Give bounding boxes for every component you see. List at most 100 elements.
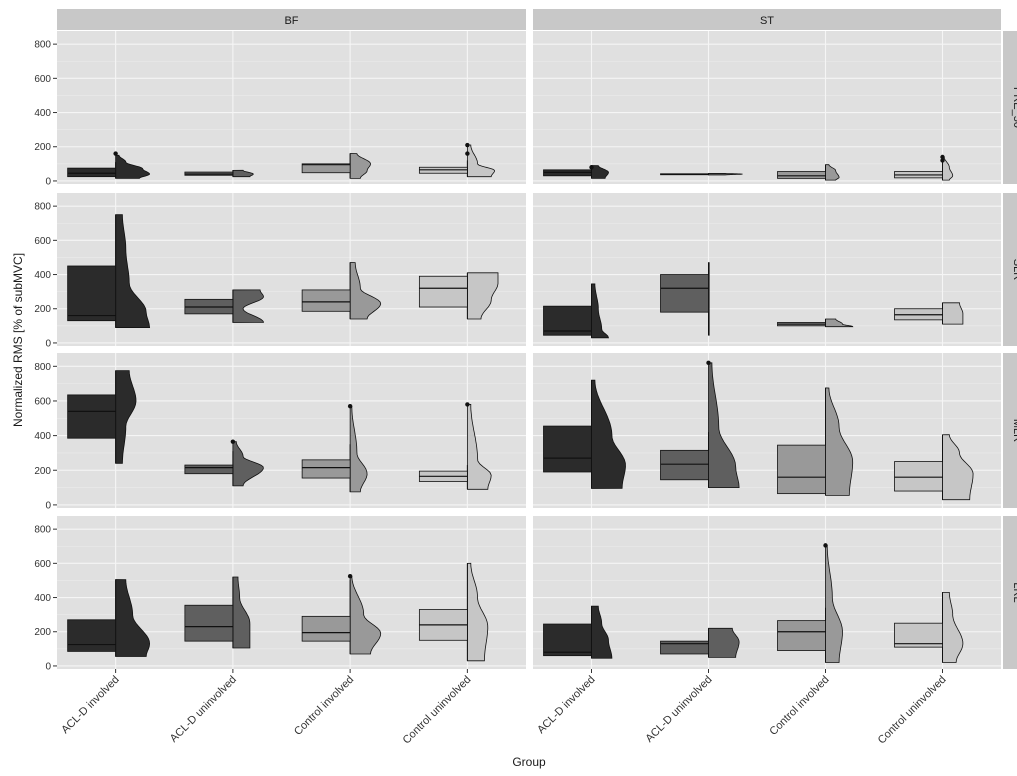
panel-background [57,31,526,184]
y-tick-label: 200 [34,627,51,638]
violin-half [825,164,840,181]
y-tick-label: 600 [34,396,51,407]
group-acl-d-involved [67,214,151,329]
group-acl-d-uninvolved [660,262,710,336]
facet-label-slr: SLR [1011,259,1017,280]
y-tick-label: 800 [34,362,51,373]
facet-label-mlr: MLR [1011,419,1017,442]
group-acl-d-uninvolved [184,289,265,323]
group-acl-d-uninvolved [184,169,254,178]
group-acl-d-involved [67,370,137,464]
group-control-uninvolved [418,562,489,662]
outlier-point [706,360,711,366]
y-tick-label: 600 [34,236,51,247]
group-acl-d-involved [543,605,613,659]
box [894,622,943,648]
group-acl-d-involved [543,165,609,179]
y-tick-label: 600 [34,74,51,85]
y-tick-label: 400 [34,270,51,281]
violin-half [115,579,151,657]
box [777,171,826,179]
y-tick-label: 800 [34,40,51,51]
facet-strip-lrl [1003,516,1017,669]
box [301,615,351,642]
group-control-involved [777,543,843,663]
outlier-point [465,402,470,407]
box [67,265,117,322]
outlier-point [113,151,118,156]
facet-label-lrl: LRL [1011,582,1017,602]
y-tick-label: 0 [45,338,51,349]
outlier-point [589,165,594,170]
facet-strip-mlr [1003,353,1017,508]
violin-half [466,403,492,490]
y-tick-label: 400 [34,431,51,442]
facet-strip-pre-50 [1003,31,1017,184]
violin-half [591,283,610,339]
x-tick-label-acl-d-involved: ACL-D involved [59,674,122,737]
panel-bf-lrl [57,516,526,669]
violin-half [591,165,609,179]
group-control-uninvolved [418,142,495,178]
y-tick-label: 0 [45,176,51,187]
y-tick-label: 0 [45,661,51,672]
box [67,167,117,178]
outlier-point [347,573,353,579]
group-control-involved [777,164,840,181]
facet-label-pre-50: PRE_50 [1011,87,1017,128]
y-tick-label: 600 [34,559,51,570]
violin-half [232,289,265,323]
violin-half [349,405,368,493]
group-control-involved [777,318,854,328]
violin-half [942,591,964,663]
x-axis-title: Group [512,755,546,769]
outlier-point [465,151,470,156]
panel-bf-slr [57,193,526,346]
box [660,449,709,481]
violin-half [232,169,254,178]
box [67,619,117,652]
group-control-involved [301,262,382,320]
x-tick-label-control-involved: Control involved [767,674,831,738]
group-control-uninvolved [418,272,499,320]
violin-half [349,153,371,179]
group-control-involved [301,403,368,493]
group-acl-d-uninvolved [184,439,264,487]
violin-half [115,154,151,179]
panel-bf-pre-50 [57,31,526,184]
violin-half [825,318,854,328]
violin-half [466,272,499,320]
violin-half [349,262,382,320]
outlier-point [230,439,236,444]
box [660,640,709,655]
y-tick-label: 400 [34,108,51,119]
group-acl-d-uninvolved [660,360,740,489]
box [777,620,826,651]
violin-half [942,434,974,501]
violin-half [708,627,740,658]
box [777,444,826,495]
box [184,464,234,475]
box [301,289,351,312]
violin-half [115,370,137,464]
group-acl-d-uninvolved [660,627,740,658]
group-acl-d-uninvolved [184,576,251,649]
x-tick-label-control-uninvolved: Control uninvolved [876,674,949,747]
facet-label-bf: BF [284,15,298,27]
x-tick-label-acl-d-involved: ACL-D involved [535,674,598,737]
violin-half [349,575,382,655]
box [894,461,943,492]
violin-half [591,379,626,489]
box [184,604,234,642]
y-tick-label: 200 [34,304,51,315]
outlier-point [823,543,828,548]
group-control-uninvolved [894,591,964,663]
violin-half [232,441,264,487]
group-acl-d-involved [543,283,610,339]
box [543,425,592,473]
box [67,394,117,439]
y-tick-label: 400 [34,593,51,604]
violin-half [942,302,964,325]
